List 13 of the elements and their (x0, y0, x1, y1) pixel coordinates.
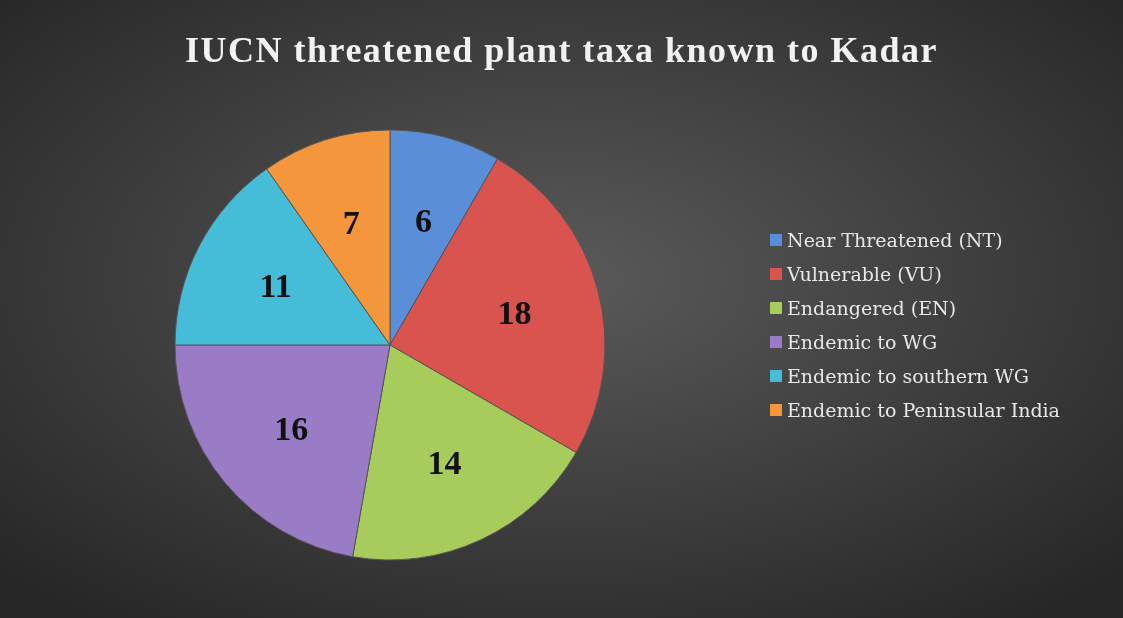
legend-label: Near Threatened (NT) (787, 228, 1003, 251)
data-label: 6 (414, 202, 432, 240)
data-label: 7 (342, 203, 360, 241)
chart-title: IUCN threatened plant taxa known to Kadar (185, 30, 938, 70)
data-label: 16 (274, 409, 309, 447)
legend-label: Endemic to southern WG (787, 364, 1030, 387)
data-label: 14 (427, 443, 462, 481)
legend-label: Endangered (EN) (787, 296, 957, 319)
data-label: 18 (497, 293, 532, 331)
data-label: 11 (259, 267, 292, 305)
slice-label: Vulnerable (VU) (786, 262, 942, 285)
legend-label: Endemic to WG (787, 330, 938, 353)
legend-label: Endemic to Peninsular India (787, 398, 1060, 421)
